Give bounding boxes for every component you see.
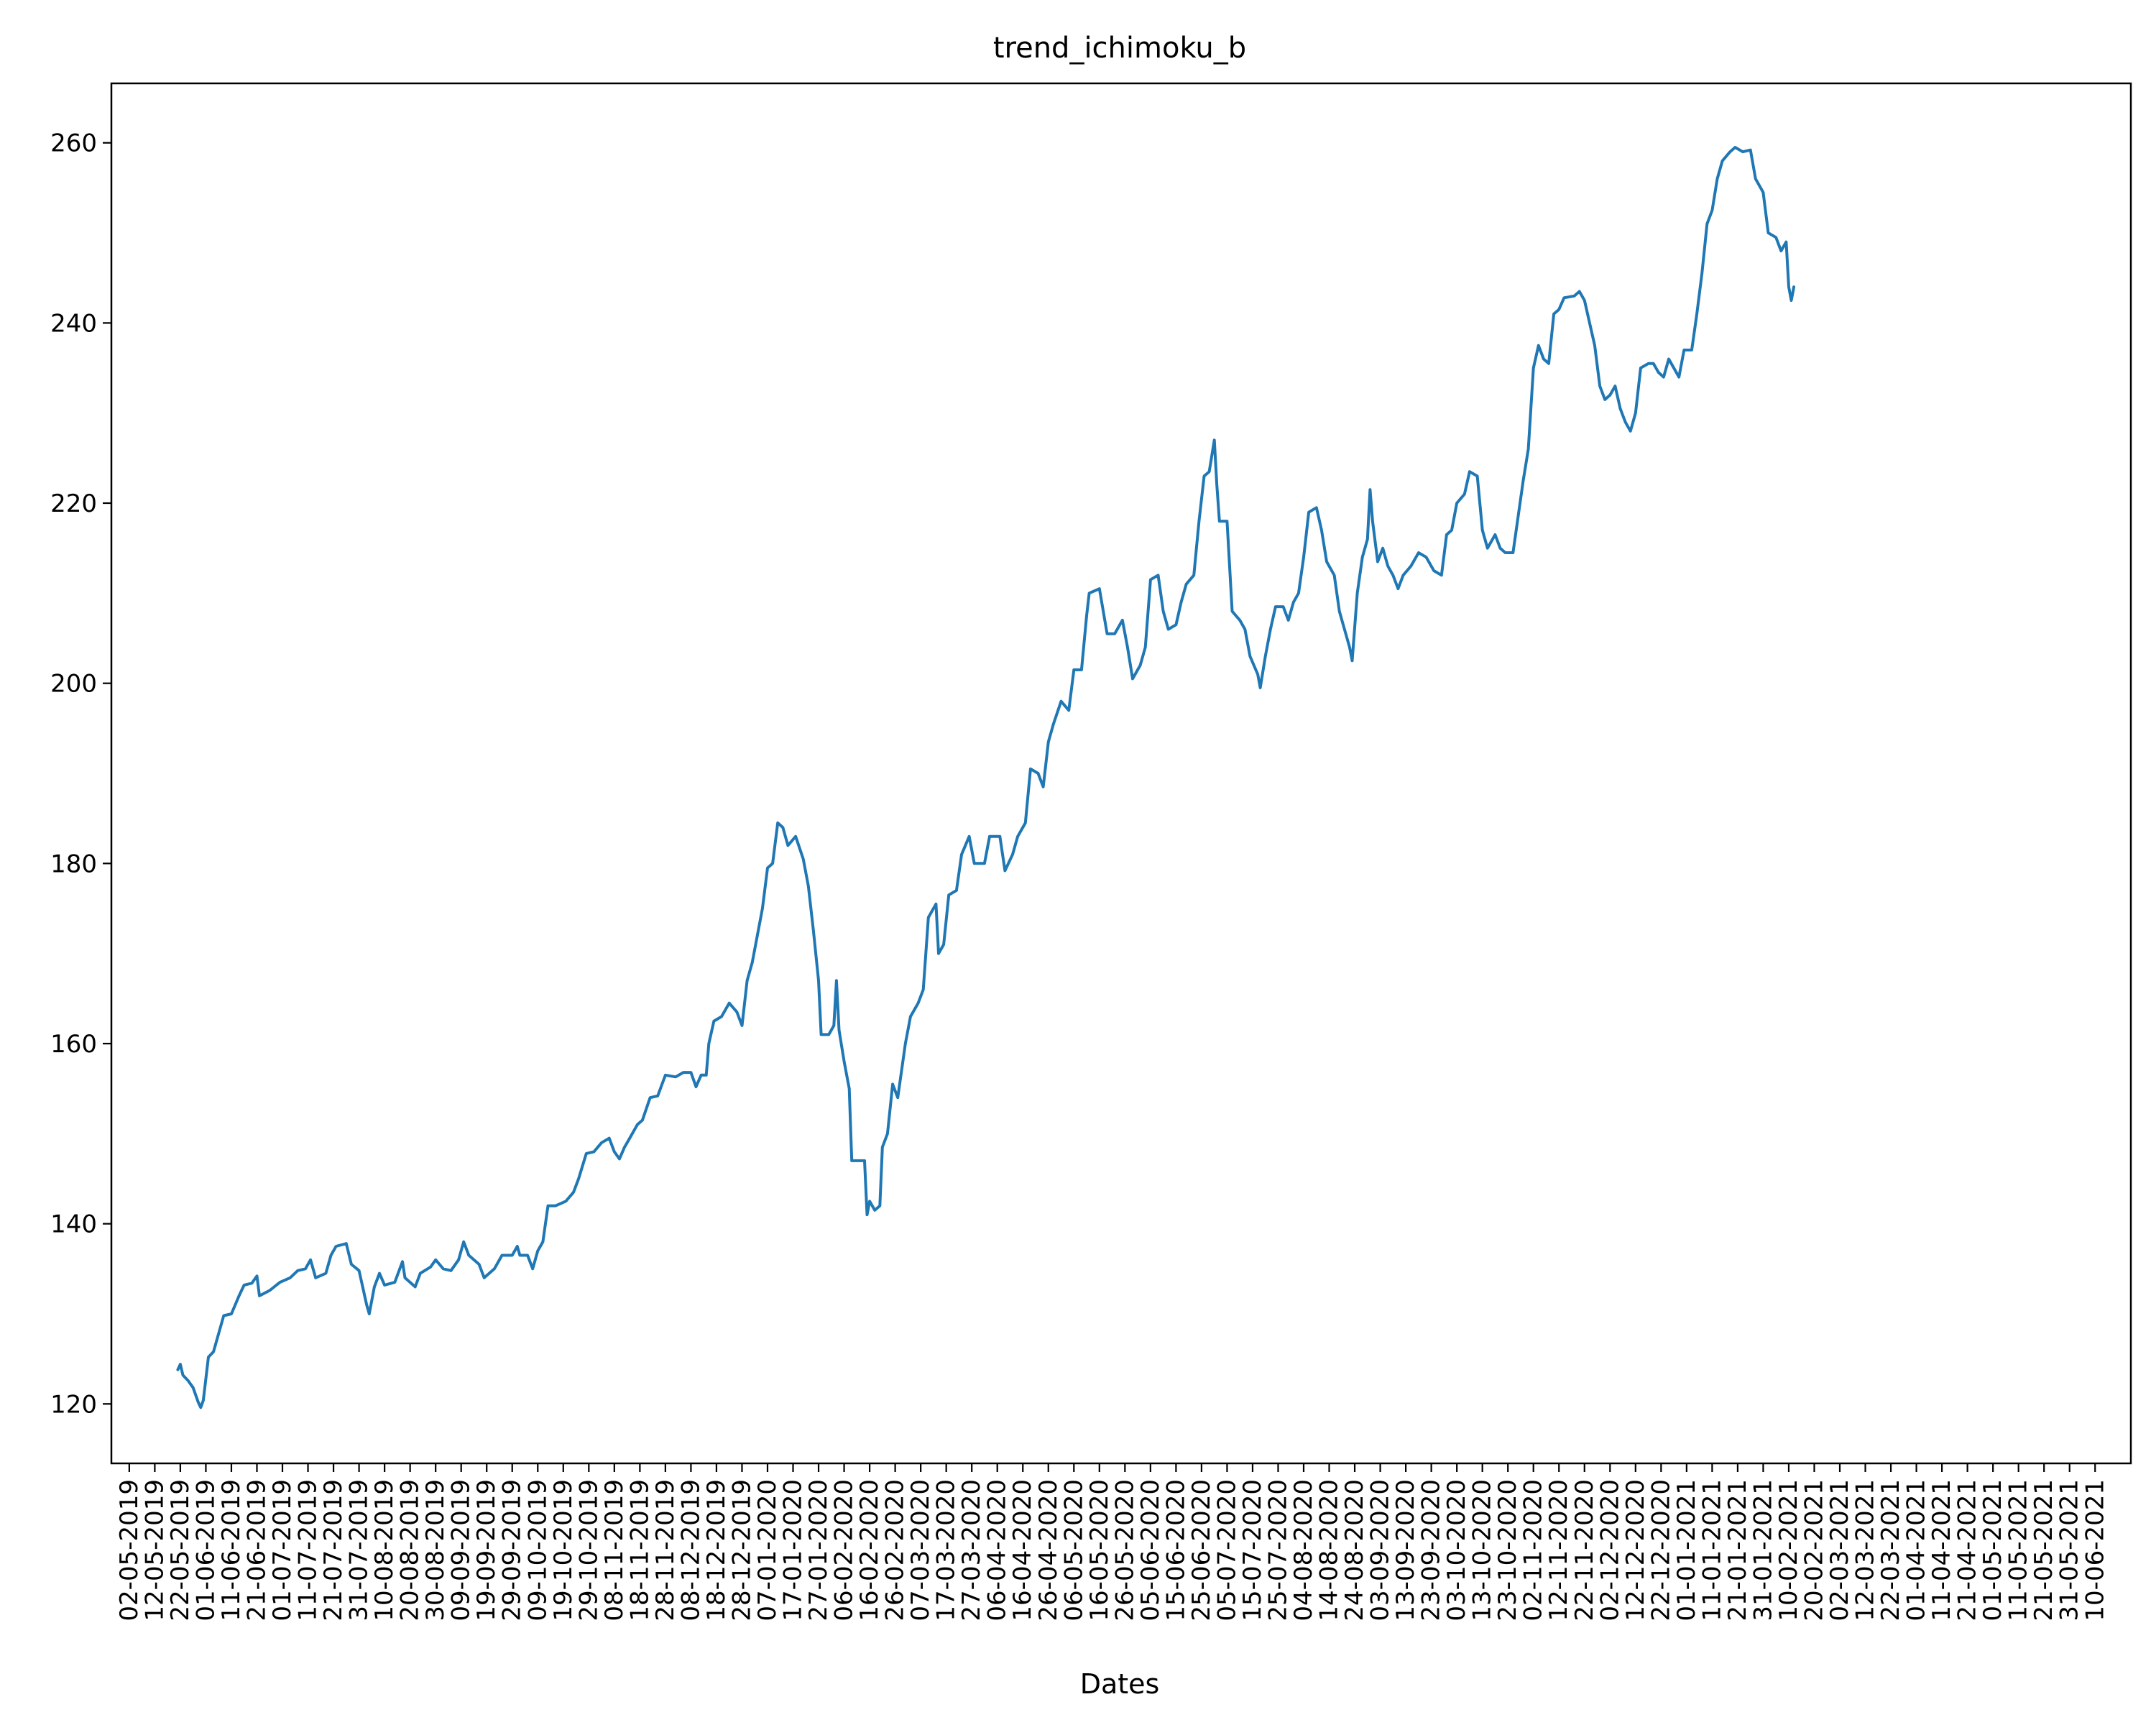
- x-tick-label: 21-04-2021: [1953, 1479, 1982, 1622]
- x-tick-label: 20-08-2019: [396, 1479, 425, 1622]
- x-tick-label: 06-05-2020: [1059, 1479, 1088, 1622]
- plot-area-frame: [111, 83, 2131, 1463]
- x-tick-label: 10-06-2021: [2081, 1479, 2109, 1622]
- x-tick-label: 16-02-2020: [855, 1479, 884, 1622]
- x-tick-label: 13-10-2020: [1468, 1479, 1497, 1622]
- x-tick-label: 08-11-2019: [600, 1479, 629, 1622]
- x-tick-label: 11-05-2021: [2004, 1479, 2033, 1622]
- x-tick-label: 21-01-2021: [1723, 1479, 1752, 1622]
- x-tick-label: 19-10-2019: [549, 1479, 578, 1622]
- x-tick-label: 01-07-2019: [268, 1479, 297, 1622]
- x-tick-label: 31-01-2021: [1749, 1479, 1777, 1622]
- x-tick-label: 15-07-2020: [1238, 1479, 1267, 1622]
- x-tick-label: 18-11-2019: [625, 1479, 654, 1622]
- x-tick-label: 11-01-2021: [1697, 1479, 1726, 1622]
- x-tick-label: 26-04-2020: [1034, 1479, 1063, 1622]
- x-tick-label: 07-03-2020: [906, 1479, 935, 1622]
- x-tick-label: 11-07-2019: [294, 1479, 323, 1622]
- x-tick-label: 02-11-2020: [1519, 1479, 1548, 1622]
- x-tick-label: 11-04-2021: [1927, 1479, 1956, 1622]
- x-tick-label: 03-09-2020: [1366, 1479, 1395, 1622]
- x-tick-label: 07-01-2020: [753, 1479, 782, 1622]
- x-tick-label: 10-02-2021: [1774, 1479, 1803, 1622]
- x-tick-label: 01-01-2021: [1672, 1479, 1701, 1622]
- x-tick-label: 24-08-2020: [1340, 1479, 1369, 1622]
- series-line: [178, 147, 1794, 1407]
- x-tick-label: 20-02-2021: [1800, 1479, 1828, 1622]
- y-axis: 120 140 160 180 200 220 240 260: [50, 129, 111, 1420]
- x-tick-label: 27-03-2020: [957, 1479, 986, 1622]
- x-tick-label: 26-05-2020: [1110, 1479, 1139, 1622]
- x-tick-label: 08-12-2019: [676, 1479, 705, 1622]
- y-tick-label: 220: [50, 489, 97, 518]
- chart-title: trend_ichimoku_b: [993, 32, 1246, 65]
- x-tick-label: 25-07-2020: [1263, 1479, 1292, 1622]
- x-tick-label: 12-12-2020: [1621, 1479, 1650, 1622]
- x-tick-label: 25-06-2020: [1187, 1479, 1216, 1622]
- x-tick-label: 11-06-2019: [217, 1479, 246, 1622]
- x-tick-label: 02-05-2019: [115, 1479, 144, 1622]
- x-tick-label: 22-03-2021: [1876, 1479, 1905, 1622]
- x-tick-label: 23-09-2020: [1417, 1479, 1446, 1622]
- x-tick-label: 09-10-2019: [523, 1479, 552, 1622]
- x-tick-label: 01-04-2021: [1902, 1479, 1931, 1622]
- x-tick-label: 05-07-2020: [1212, 1479, 1241, 1622]
- x-tick-label: 22-05-2019: [166, 1479, 195, 1622]
- y-tick-label: 200: [50, 670, 97, 699]
- x-tick-label: 26-02-2020: [881, 1479, 910, 1622]
- x-tick-label: 12-05-2019: [140, 1479, 169, 1622]
- x-axis-label: Dates: [1080, 1668, 1160, 1700]
- x-tick-label: 21-05-2021: [2030, 1479, 2058, 1622]
- x-tick-label: 22-12-2020: [1646, 1479, 1675, 1622]
- x-tick-label: 01-05-2021: [1978, 1479, 2007, 1622]
- x-tick-label: 28-12-2019: [727, 1479, 756, 1622]
- x-tick-label: 18-12-2019: [702, 1479, 731, 1622]
- x-tick-label: 12-03-2021: [1851, 1479, 1880, 1622]
- y-tick-label: 140: [50, 1210, 97, 1239]
- x-tick-label: 21-07-2019: [319, 1479, 348, 1622]
- x-tick-label: 31-07-2019: [345, 1479, 374, 1622]
- x-tick-label: 31-05-2021: [2055, 1479, 2084, 1622]
- x-tick-label: 05-06-2020: [1136, 1479, 1165, 1622]
- y-tick-label: 120: [50, 1390, 97, 1419]
- x-tick-label: 16-04-2020: [1008, 1479, 1037, 1622]
- x-tick-label: 06-04-2020: [983, 1479, 1012, 1622]
- x-tick-label: 01-06-2019: [191, 1479, 220, 1622]
- x-tick-label: 29-10-2019: [574, 1479, 603, 1622]
- x-tick-label: 30-08-2019: [421, 1479, 450, 1622]
- x-tick-label: 02-03-2021: [1825, 1479, 1854, 1622]
- x-tick-label: 14-08-2020: [1315, 1479, 1344, 1622]
- x-axis: 02-05-201912-05-201922-05-201901-06-2019…: [115, 1463, 2109, 1622]
- x-tick-label: 12-11-2020: [1544, 1479, 1573, 1622]
- x-tick-label: 13-09-2020: [1391, 1479, 1420, 1622]
- x-tick-label: 03-10-2020: [1442, 1479, 1471, 1622]
- x-tick-label: 28-11-2019: [651, 1479, 680, 1622]
- x-tick-label: 02-12-2020: [1595, 1479, 1624, 1622]
- x-tick-label: 04-08-2020: [1289, 1479, 1318, 1622]
- x-tick-label: 17-01-2020: [779, 1479, 808, 1622]
- x-tick-label: 15-06-2020: [1161, 1479, 1190, 1622]
- x-tick-label: 06-02-2020: [830, 1479, 859, 1622]
- x-tick-label: 10-08-2019: [370, 1479, 399, 1622]
- x-tick-label: 19-09-2019: [472, 1479, 501, 1622]
- x-tick-label: 22-11-2020: [1570, 1479, 1599, 1622]
- x-tick-label: 29-09-2019: [498, 1479, 527, 1622]
- x-tick-label: 17-03-2020: [932, 1479, 961, 1622]
- x-tick-label: 21-06-2019: [242, 1479, 271, 1622]
- x-tick-label: 27-01-2020: [804, 1479, 833, 1622]
- y-tick-label: 180: [50, 850, 97, 878]
- y-tick-label: 260: [50, 129, 97, 158]
- x-tick-label: 23-10-2020: [1493, 1479, 1522, 1622]
- x-tick-label: 16-05-2020: [1085, 1479, 1114, 1622]
- y-tick-label: 240: [50, 309, 97, 338]
- x-tick-label: 09-09-2019: [447, 1479, 476, 1622]
- y-tick-label: 160: [50, 1030, 97, 1059]
